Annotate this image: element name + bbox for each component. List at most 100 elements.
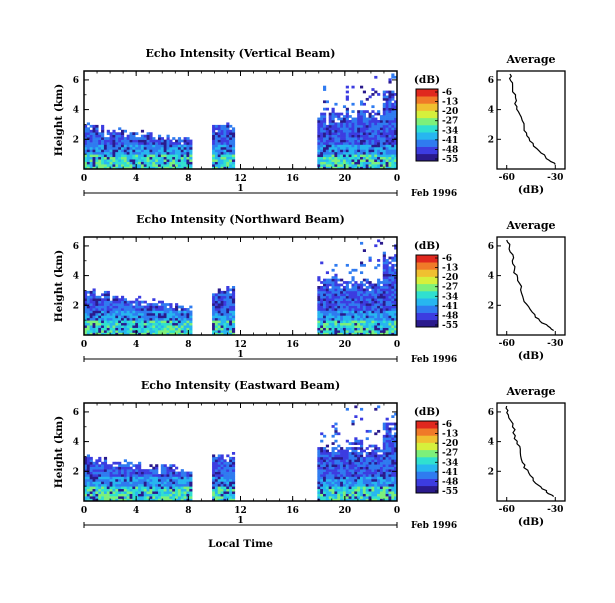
heatmap-cell (231, 151, 236, 155)
heatmap-cell (98, 325, 102, 328)
heatmap-cell (391, 464, 395, 467)
heatmap-cell (325, 159, 330, 162)
profile-line (506, 239, 555, 332)
heatmap-cell (354, 491, 358, 494)
heatmap-cell (337, 454, 341, 458)
heatmap-cell (323, 164, 327, 167)
heatmap-cell (231, 330, 236, 333)
heatmap-cell (345, 122, 349, 126)
profile-y-tick-label: 2 (488, 301, 494, 311)
heatmap-cell (129, 325, 133, 328)
heatmap-cell (189, 486, 193, 490)
heatmap-cell (155, 310, 159, 314)
heatmap-cell (325, 332, 330, 336)
heatmap-cell (146, 137, 150, 140)
heatmap-cell (385, 481, 389, 485)
heatmap-cell (183, 488, 187, 492)
colorbar-band (416, 276, 438, 285)
heatmap-cell (385, 447, 389, 450)
colorbar-tick-label: -55 (442, 487, 458, 497)
heatmap-cell (140, 308, 145, 311)
heatmap-cell (160, 322, 164, 326)
heatmap-cell (382, 452, 386, 455)
heatmap-cell (89, 124, 93, 128)
heatmap-cell (103, 298, 108, 301)
heatmap-cell (115, 322, 119, 326)
heatmap-cell (357, 442, 361, 445)
heatmap-cell (394, 300, 398, 304)
heatmap-cell (340, 496, 344, 499)
heatmap-cell (84, 322, 88, 326)
heatmap-cell (382, 129, 386, 133)
heatmap-cell (388, 320, 392, 324)
heatmap-cell (391, 320, 395, 324)
heatmap-cell (320, 303, 324, 306)
heatmap-cell (360, 439, 364, 443)
heatmap-cell (135, 166, 139, 170)
heatmap-cell (226, 159, 230, 162)
heatmap-cell (106, 166, 110, 170)
heatmap-cell (101, 164, 105, 167)
heatmap-cell (214, 166, 219, 170)
heatmap-cell (377, 293, 381, 297)
heatmap-cell (109, 144, 113, 148)
heatmap-cell (323, 166, 327, 170)
heatmap-cell (220, 159, 224, 162)
heatmap-cell (214, 466, 219, 470)
heatmap-cell (340, 478, 344, 482)
heatmap-cell (348, 493, 352, 497)
heatmap-cell (126, 317, 130, 321)
heatmap-cell (212, 488, 216, 492)
y-tick-label: 4 (73, 272, 79, 282)
heatmap-cell (135, 481, 139, 485)
heatmap-cell (226, 295, 230, 299)
heatmap-cell (317, 496, 321, 499)
heatmap-cell (135, 325, 139, 328)
heatmap-cell (92, 491, 96, 494)
heatmap-cell (345, 295, 349, 299)
heatmap-cell (160, 151, 164, 155)
heatmap-cell (177, 315, 182, 319)
heatmap-cell (86, 491, 90, 494)
heatmap-cell (155, 305, 159, 309)
heatmap-cell (103, 310, 108, 314)
heatmap-cell (183, 142, 187, 145)
heatmap-cell (101, 300, 105, 304)
heatmap-cell (331, 466, 335, 470)
heatmap-cell (345, 496, 349, 499)
colorbar-frame (415, 254, 439, 328)
heatmap-cell (377, 317, 381, 321)
heatmap-cell (374, 124, 378, 128)
heatmap-cell (351, 268, 355, 272)
heatmap-cell (337, 478, 341, 482)
heatmap-cell (157, 139, 162, 143)
heatmap-cell (394, 132, 398, 135)
heatmap-cell (129, 166, 133, 170)
heatmap-cell (325, 132, 330, 135)
heatmap-cell (123, 496, 127, 499)
heatmap-cell (351, 312, 355, 316)
heatmap-cell (157, 496, 162, 499)
heatmap-cell (220, 146, 224, 150)
heatmap-cell (334, 459, 338, 463)
heatmap-cell (129, 332, 133, 336)
heatmap-cell (103, 320, 108, 324)
heatmap-cell (323, 447, 327, 450)
heatmap-cell (172, 320, 176, 324)
heatmap-cell (126, 149, 130, 153)
heatmap-cell (92, 481, 96, 485)
heatmap-cell (382, 464, 386, 467)
heatmap-cell (379, 134, 384, 138)
heatmap-cell (388, 256, 392, 260)
heatmap-cell (354, 322, 358, 326)
heatmap-cell (394, 308, 398, 311)
heatmap-cell (132, 312, 136, 316)
heatmap-cell (84, 317, 88, 321)
heatmap-cell (340, 166, 344, 170)
heatmap-cell (362, 295, 366, 299)
heatmap-cell (360, 112, 364, 116)
heatmap-cell (212, 459, 216, 463)
heatmap-cell (342, 293, 347, 297)
heatmap-cell (325, 303, 330, 306)
heatmap-cell (189, 488, 193, 492)
